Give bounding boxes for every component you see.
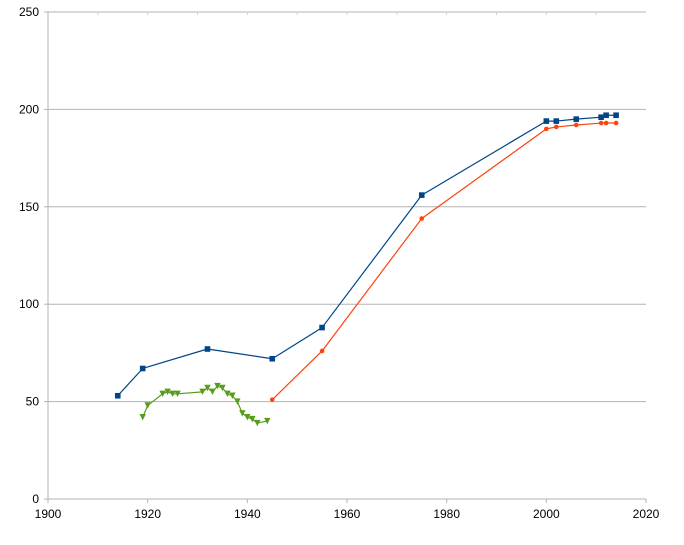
series-2-point-1	[144, 402, 151, 409]
series-2	[139, 382, 271, 427]
series-2-point-13	[234, 398, 241, 405]
series-layer	[114, 112, 619, 427]
series-2-point-10	[219, 384, 226, 392]
series-2-point-11	[224, 390, 231, 398]
y-tick-label-150: 150	[19, 200, 39, 214]
series-0-point-9	[598, 114, 604, 120]
series-0-point-5	[418, 192, 425, 198]
series-2-point-15	[244, 413, 251, 421]
series-0	[114, 112, 619, 399]
series-2-point-0	[139, 413, 146, 421]
y-tick-label-200: 200	[19, 102, 39, 116]
x-tick-label-1920: 1920	[134, 507, 161, 521]
x-tick-label-1980: 1980	[433, 507, 460, 521]
series-2-point-12	[229, 392, 236, 399]
series-2-point-7	[204, 384, 211, 392]
series-0-point-2	[204, 346, 211, 352]
series-0-point-11	[613, 112, 619, 119]
series-1-point-2	[419, 216, 425, 221]
series-0-point-10	[603, 112, 609, 119]
series-0-point-1	[139, 365, 146, 372]
series-1-point-4	[554, 124, 559, 130]
axis-layer	[44, 11, 647, 503]
x-tick-label-2000: 2000	[533, 507, 560, 521]
series-1-point-7	[603, 120, 609, 126]
x-tick-label-2020: 2020	[633, 507, 660, 521]
series-2-point-3	[164, 388, 171, 396]
x-tick-label-1900: 1900	[35, 507, 62, 521]
y-tick-label-0: 0	[32, 492, 39, 506]
series-1-point-1	[319, 348, 325, 354]
y-tick-label-50: 50	[26, 395, 40, 409]
series-2-point-17	[254, 419, 261, 427]
series-2-point-8	[209, 388, 216, 396]
x-tick-label-1960: 1960	[334, 507, 361, 521]
series-1-point-0	[269, 397, 275, 402]
y-tick-label-100: 100	[19, 297, 39, 311]
series-1-point-6	[598, 120, 604, 126]
series-0-line	[117, 114, 617, 397]
series-2-point-5	[174, 390, 181, 398]
series-1-point-3	[544, 126, 549, 132]
series-2-point-2	[159, 390, 166, 398]
series-1	[269, 120, 619, 402]
grid-layer	[48, 11, 646, 403]
series-0-point-6	[543, 118, 550, 124]
series-0-point-0	[114, 392, 121, 399]
series-2-point-9	[214, 382, 221, 390]
x-tick-label-1940: 1940	[234, 507, 261, 521]
tick-label-layer: 1900 1920 1940 1960 1980 2000 2020 0 50 100 150 200…	[19, 5, 660, 521]
series-1-point-5	[573, 122, 579, 128]
series-1-line	[271, 122, 617, 401]
series-2-point-16	[249, 415, 256, 423]
series-0-point-3	[269, 355, 276, 362]
series-0-point-7	[553, 118, 560, 124]
series-2-point-6	[199, 388, 206, 396]
series-1-point-8	[613, 120, 619, 126]
series-2-point-18	[264, 417, 271, 425]
series-2-point-4	[169, 390, 176, 398]
series-0-point-8	[573, 116, 580, 122]
series-2-point-14	[239, 410, 246, 417]
y-tick-label-250: 250	[19, 5, 39, 19]
series-0-point-4	[319, 324, 325, 331]
